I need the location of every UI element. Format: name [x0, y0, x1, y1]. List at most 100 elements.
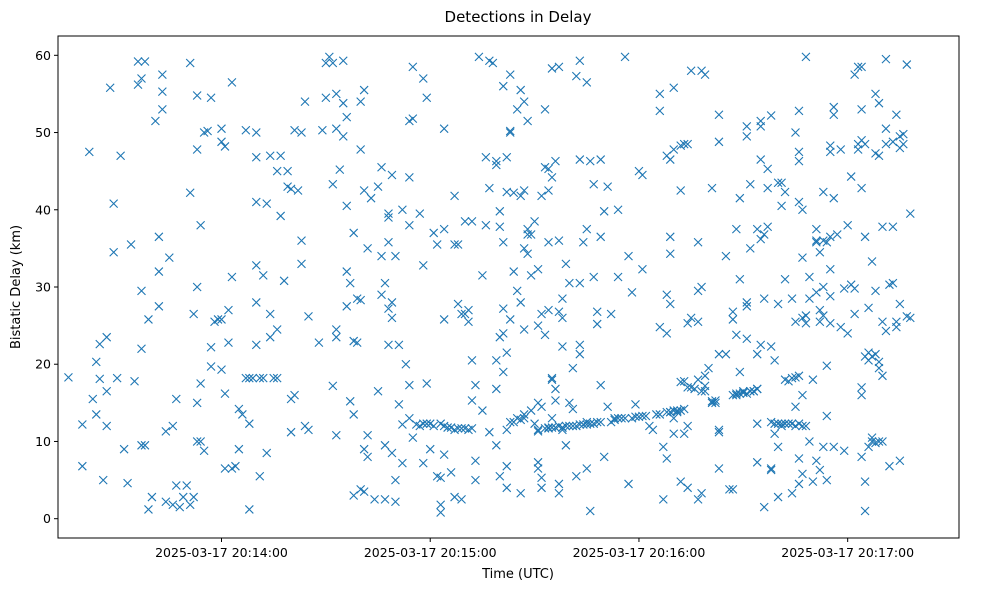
- data-point-0-14: [109, 247, 119, 257]
- data-point-0-457: [679, 139, 689, 149]
- data-point-0-275: [498, 81, 508, 91]
- data-point-0-449: [669, 413, 679, 423]
- data-point-0-337: [544, 237, 553, 247]
- data-point-0-388: [585, 506, 595, 516]
- data-point-0-560: [780, 419, 790, 429]
- data-point-0-16: [112, 373, 122, 383]
- data-point-0-652: [864, 442, 873, 452]
- data-point-0-609: [818, 311, 828, 320]
- data-point-0-122: [293, 186, 303, 195]
- data-point-0-153: [349, 228, 359, 238]
- data-point-0-92: [248, 373, 258, 383]
- data-point-0-478: [697, 488, 706, 498]
- data-point-0-488: [711, 396, 720, 405]
- data-point-0-364: [564, 278, 574, 288]
- data-point-0-408: [613, 272, 623, 282]
- data-point-0-75: [220, 389, 230, 398]
- data-point-0-19: [123, 478, 132, 488]
- data-point-0-205: [408, 433, 418, 442]
- data-point-0-24: [137, 74, 146, 83]
- data-point-0-358: [558, 313, 567, 323]
- data-point-0-60: [196, 437, 206, 446]
- data-point-0-184: [384, 340, 393, 350]
- data-point-0-619: [825, 318, 835, 328]
- data-point-0-694: [905, 313, 915, 323]
- data-point-0-174: [377, 162, 386, 172]
- data-point-0-186: [387, 298, 397, 307]
- data-point-0-369: [568, 421, 578, 431]
- data-point-0-124: [297, 236, 306, 246]
- data-point-0-622: [829, 442, 839, 452]
- data-point-0-420: [634, 412, 644, 422]
- data-point-0-628: [839, 284, 849, 293]
- data-point-0-193: [394, 400, 404, 409]
- data-point-0-464: [683, 421, 693, 431]
- data-point-0-514: [742, 298, 752, 307]
- data-point-0-518: [745, 179, 755, 189]
- data-point-0-298: [516, 191, 526, 201]
- data-point-0-233: [446, 467, 456, 477]
- data-point-0-593: [805, 437, 814, 446]
- data-point-0-238: [453, 240, 463, 249]
- data-point-0-667: [874, 363, 884, 373]
- data-point-0-194: [398, 205, 407, 215]
- data-point-0-389: [589, 179, 599, 189]
- data-point-0-171: [370, 494, 379, 504]
- data-point-0-268: [491, 384, 501, 394]
- data-point-0-28: [140, 57, 150, 66]
- data-point-0-106: [265, 309, 275, 319]
- data-point-0-304: [519, 325, 529, 334]
- chart-title: Detections in Delay: [445, 8, 592, 26]
- data-point-0-189: [391, 251, 400, 261]
- data-point-0-537: [759, 502, 769, 512]
- data-point-0-409: [613, 413, 623, 423]
- data-point-0-38: [157, 104, 167, 114]
- data-point-0-681: [888, 222, 898, 232]
- data-point-0-196: [398, 420, 407, 429]
- data-point-0-574: [794, 156, 804, 166]
- data-point-0-199: [404, 172, 414, 182]
- data-point-0-512: [742, 121, 752, 131]
- data-point-0-46: [171, 394, 181, 404]
- data-point-0-384: [582, 464, 592, 473]
- data-point-0-548: [770, 429, 780, 439]
- data-point-0-248: [464, 317, 473, 327]
- data-point-0-270: [491, 440, 501, 450]
- data-point-0-551: [773, 299, 783, 309]
- data-point-0-463: [683, 318, 693, 328]
- data-point-0-598: [811, 224, 821, 234]
- data-point-0-310: [523, 116, 533, 126]
- data-point-0-148: [342, 201, 352, 211]
- data-point-0-591: [805, 294, 814, 303]
- data-point-0-84: [234, 404, 244, 414]
- data-point-0-32: [147, 492, 157, 502]
- data-point-0-140: [331, 332, 341, 342]
- data-point-0-53: [189, 309, 199, 319]
- data-point-0-661: [871, 349, 880, 359]
- data-point-0-375: [575, 278, 585, 288]
- data-point-0-479: [700, 371, 710, 381]
- data-point-0-94: [251, 152, 261, 162]
- data-point-0-482: [700, 381, 710, 391]
- data-point-0-187: [387, 313, 397, 323]
- data-point-0-565: [787, 373, 797, 383]
- data-point-0-180: [384, 209, 393, 219]
- data-point-0-456: [676, 477, 686, 487]
- data-point-0-348: [551, 384, 560, 394]
- data-point-0-1: [77, 461, 87, 471]
- data-point-0-680: [888, 137, 898, 147]
- data-point-0-547: [770, 355, 780, 365]
- data-point-0-665: [874, 151, 884, 161]
- data-point-0-201: [404, 380, 414, 390]
- data-point-0-158: [352, 338, 362, 347]
- data-point-0-430: [655, 322, 665, 332]
- data-point-0-546: [770, 419, 780, 429]
- data-point-0-486: [707, 183, 717, 193]
- data-point-0-276: [498, 237, 508, 247]
- data-point-0-542: [766, 342, 776, 351]
- data-point-0-644: [857, 390, 866, 400]
- data-point-0-143: [335, 165, 345, 174]
- data-point-0-349: [554, 307, 564, 317]
- data-point-0-620: [829, 110, 839, 120]
- data-point-0-55: [192, 91, 202, 100]
